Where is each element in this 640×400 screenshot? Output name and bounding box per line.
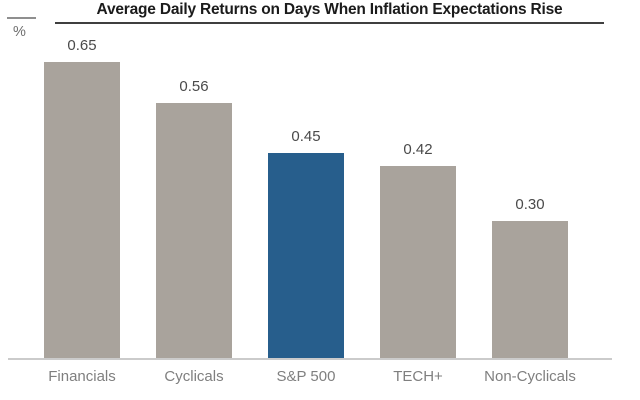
bar-tech bbox=[380, 166, 456, 358]
x-axis-baseline bbox=[8, 358, 612, 360]
bar-financials bbox=[44, 62, 120, 358]
bar-value-label-tech: 0.42 bbox=[403, 141, 433, 158]
category-label-non-cyclicals: Non-Cyclicals bbox=[484, 368, 576, 385]
bar-group-non-cyclicals: 0.30 bbox=[474, 197, 586, 358]
y-axis-unit-label: % bbox=[13, 24, 26, 40]
bar-value-label-financials: 0.65 bbox=[67, 37, 97, 54]
category-label-tech: TECH+ bbox=[393, 368, 443, 385]
bar-value-label-non-cyclicals: 0.30 bbox=[515, 196, 545, 213]
bar-group-s-p-500: 0.45 bbox=[250, 129, 362, 358]
bar-group-financials: 0.65 bbox=[26, 38, 138, 358]
bar-non-cyclicals bbox=[492, 221, 568, 358]
bar-cyclicals bbox=[156, 103, 232, 358]
chart-title: Average Daily Returns on Days When Infla… bbox=[55, 1, 604, 24]
category-label-s-p-500: S&P 500 bbox=[276, 368, 336, 385]
category-label-financials: Financials bbox=[48, 368, 116, 385]
bar-s-p-500 bbox=[268, 153, 344, 358]
y-axis-tick-line bbox=[7, 17, 36, 19]
bar-group-cyclicals: 0.56 bbox=[138, 79, 250, 358]
category-labels-row: Financials Cyclicals S&P 500 TECH+ Non-Cycli… bbox=[26, 367, 614, 386]
bars-row: 0.65 0.56 0.45 0.42 0.30 bbox=[26, 38, 614, 358]
bar-group-tech: 0.42 bbox=[362, 142, 474, 358]
bar-value-label-cyclicals: 0.56 bbox=[179, 78, 209, 95]
bar-value-label-s-p-500: 0.45 bbox=[291, 128, 321, 145]
category-label-cyclicals: Cyclicals bbox=[164, 368, 224, 385]
